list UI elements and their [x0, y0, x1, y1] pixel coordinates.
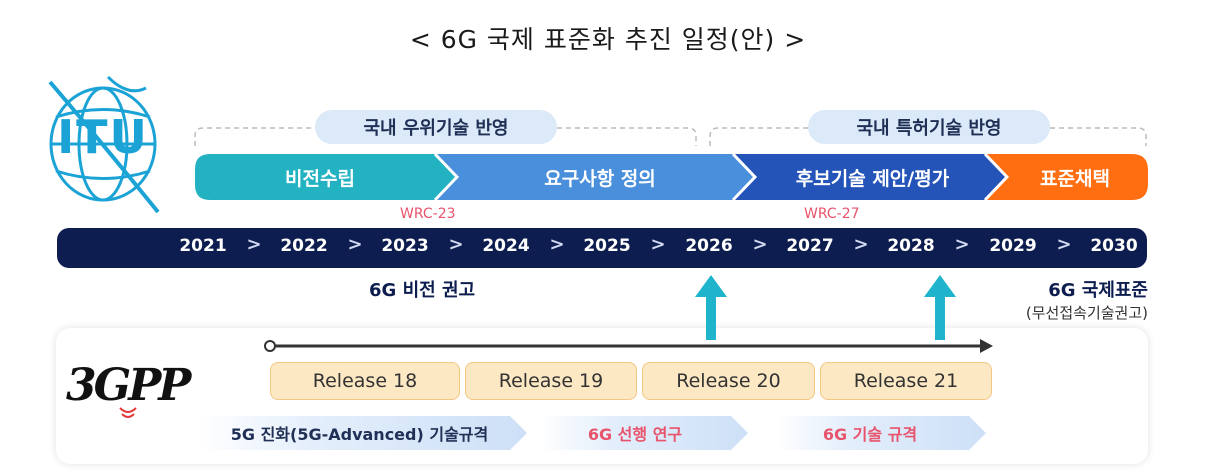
- year-2028: 2028: [887, 236, 935, 256]
- chevron-right-icon: >: [549, 234, 565, 255]
- release-18: Release 18: [270, 362, 460, 400]
- itu-logo: [38, 72, 168, 217]
- release-19: Release 19: [465, 362, 637, 400]
- phase-requirements: 요구사항 정의: [544, 167, 656, 190]
- year-2022: 2022: [280, 236, 328, 256]
- year-2024: 2024: [482, 236, 530, 256]
- reflect-brackets: [194, 127, 1147, 146]
- release-20: Release 20: [642, 362, 815, 400]
- year-2029: 2029: [989, 236, 1037, 256]
- chevron-right-icon: >: [347, 234, 363, 255]
- 3gpp-logo-wave-icon: [119, 407, 137, 418]
- chevron-right-icon: >: [954, 234, 970, 255]
- year-2021: 2021: [179, 236, 227, 256]
- chevron-right-icon: >: [752, 234, 768, 255]
- wrc-23-label: WRC-23: [400, 206, 456, 222]
- year-2026: 2026: [685, 236, 733, 256]
- milestone-6g-standard-sub: (무선접속기술권고): [1025, 304, 1148, 322]
- up-arrows: [695, 275, 956, 340]
- chevron-right-icon: >: [650, 234, 666, 255]
- chevron-right-icon: >: [246, 234, 262, 255]
- reflect-pill-patent: 국내 특허기술 반영: [808, 110, 1050, 144]
- year-2025: 2025: [583, 236, 631, 256]
- sub-5g-advanced: 5G 진화(5G-Advanced) 기술규격: [230, 425, 489, 444]
- year-2030: 2030: [1090, 236, 1138, 256]
- year-2027: 2027: [786, 236, 834, 256]
- milestone-6g-standard: 6G 국제표준: [1048, 280, 1148, 301]
- chevron-right-icon: >: [448, 234, 464, 255]
- release-timeline-line: [264, 339, 993, 353]
- year-2023: 2023: [381, 236, 429, 256]
- itu-logo-text: ITU: [57, 110, 149, 164]
- sub-6g-tech-spec: 6G 기술 규격: [822, 425, 918, 444]
- page-title: < 6G 국제 표준화 추진 일정(안) >: [409, 25, 807, 54]
- reflect-pill-advantage: 국내 우위기술 반영: [315, 110, 557, 144]
- chevron-right-icon: >: [1056, 234, 1072, 255]
- sub-6g-pre-study: 6G 선행 연구: [587, 425, 683, 444]
- milestone-vision-recommendation: 6G 비전 권고: [369, 280, 476, 301]
- release-21: Release 21: [820, 362, 992, 400]
- year-timeline: [57, 228, 1147, 268]
- phase-standard-adoption: 표준채택: [1040, 167, 1110, 190]
- chevron-right-icon: >: [853, 234, 869, 255]
- phase-candidate-tech: 후보기술 제안/평가: [795, 167, 950, 190]
- phase-vision: 비전수립: [285, 167, 355, 190]
- 3gpp-logo: 3GPP: [66, 360, 191, 411]
- wrc-27-label: WRC-27: [804, 206, 860, 222]
- sub-arrows: [200, 416, 986, 450]
- phase-arrows: [195, 152, 1148, 202]
